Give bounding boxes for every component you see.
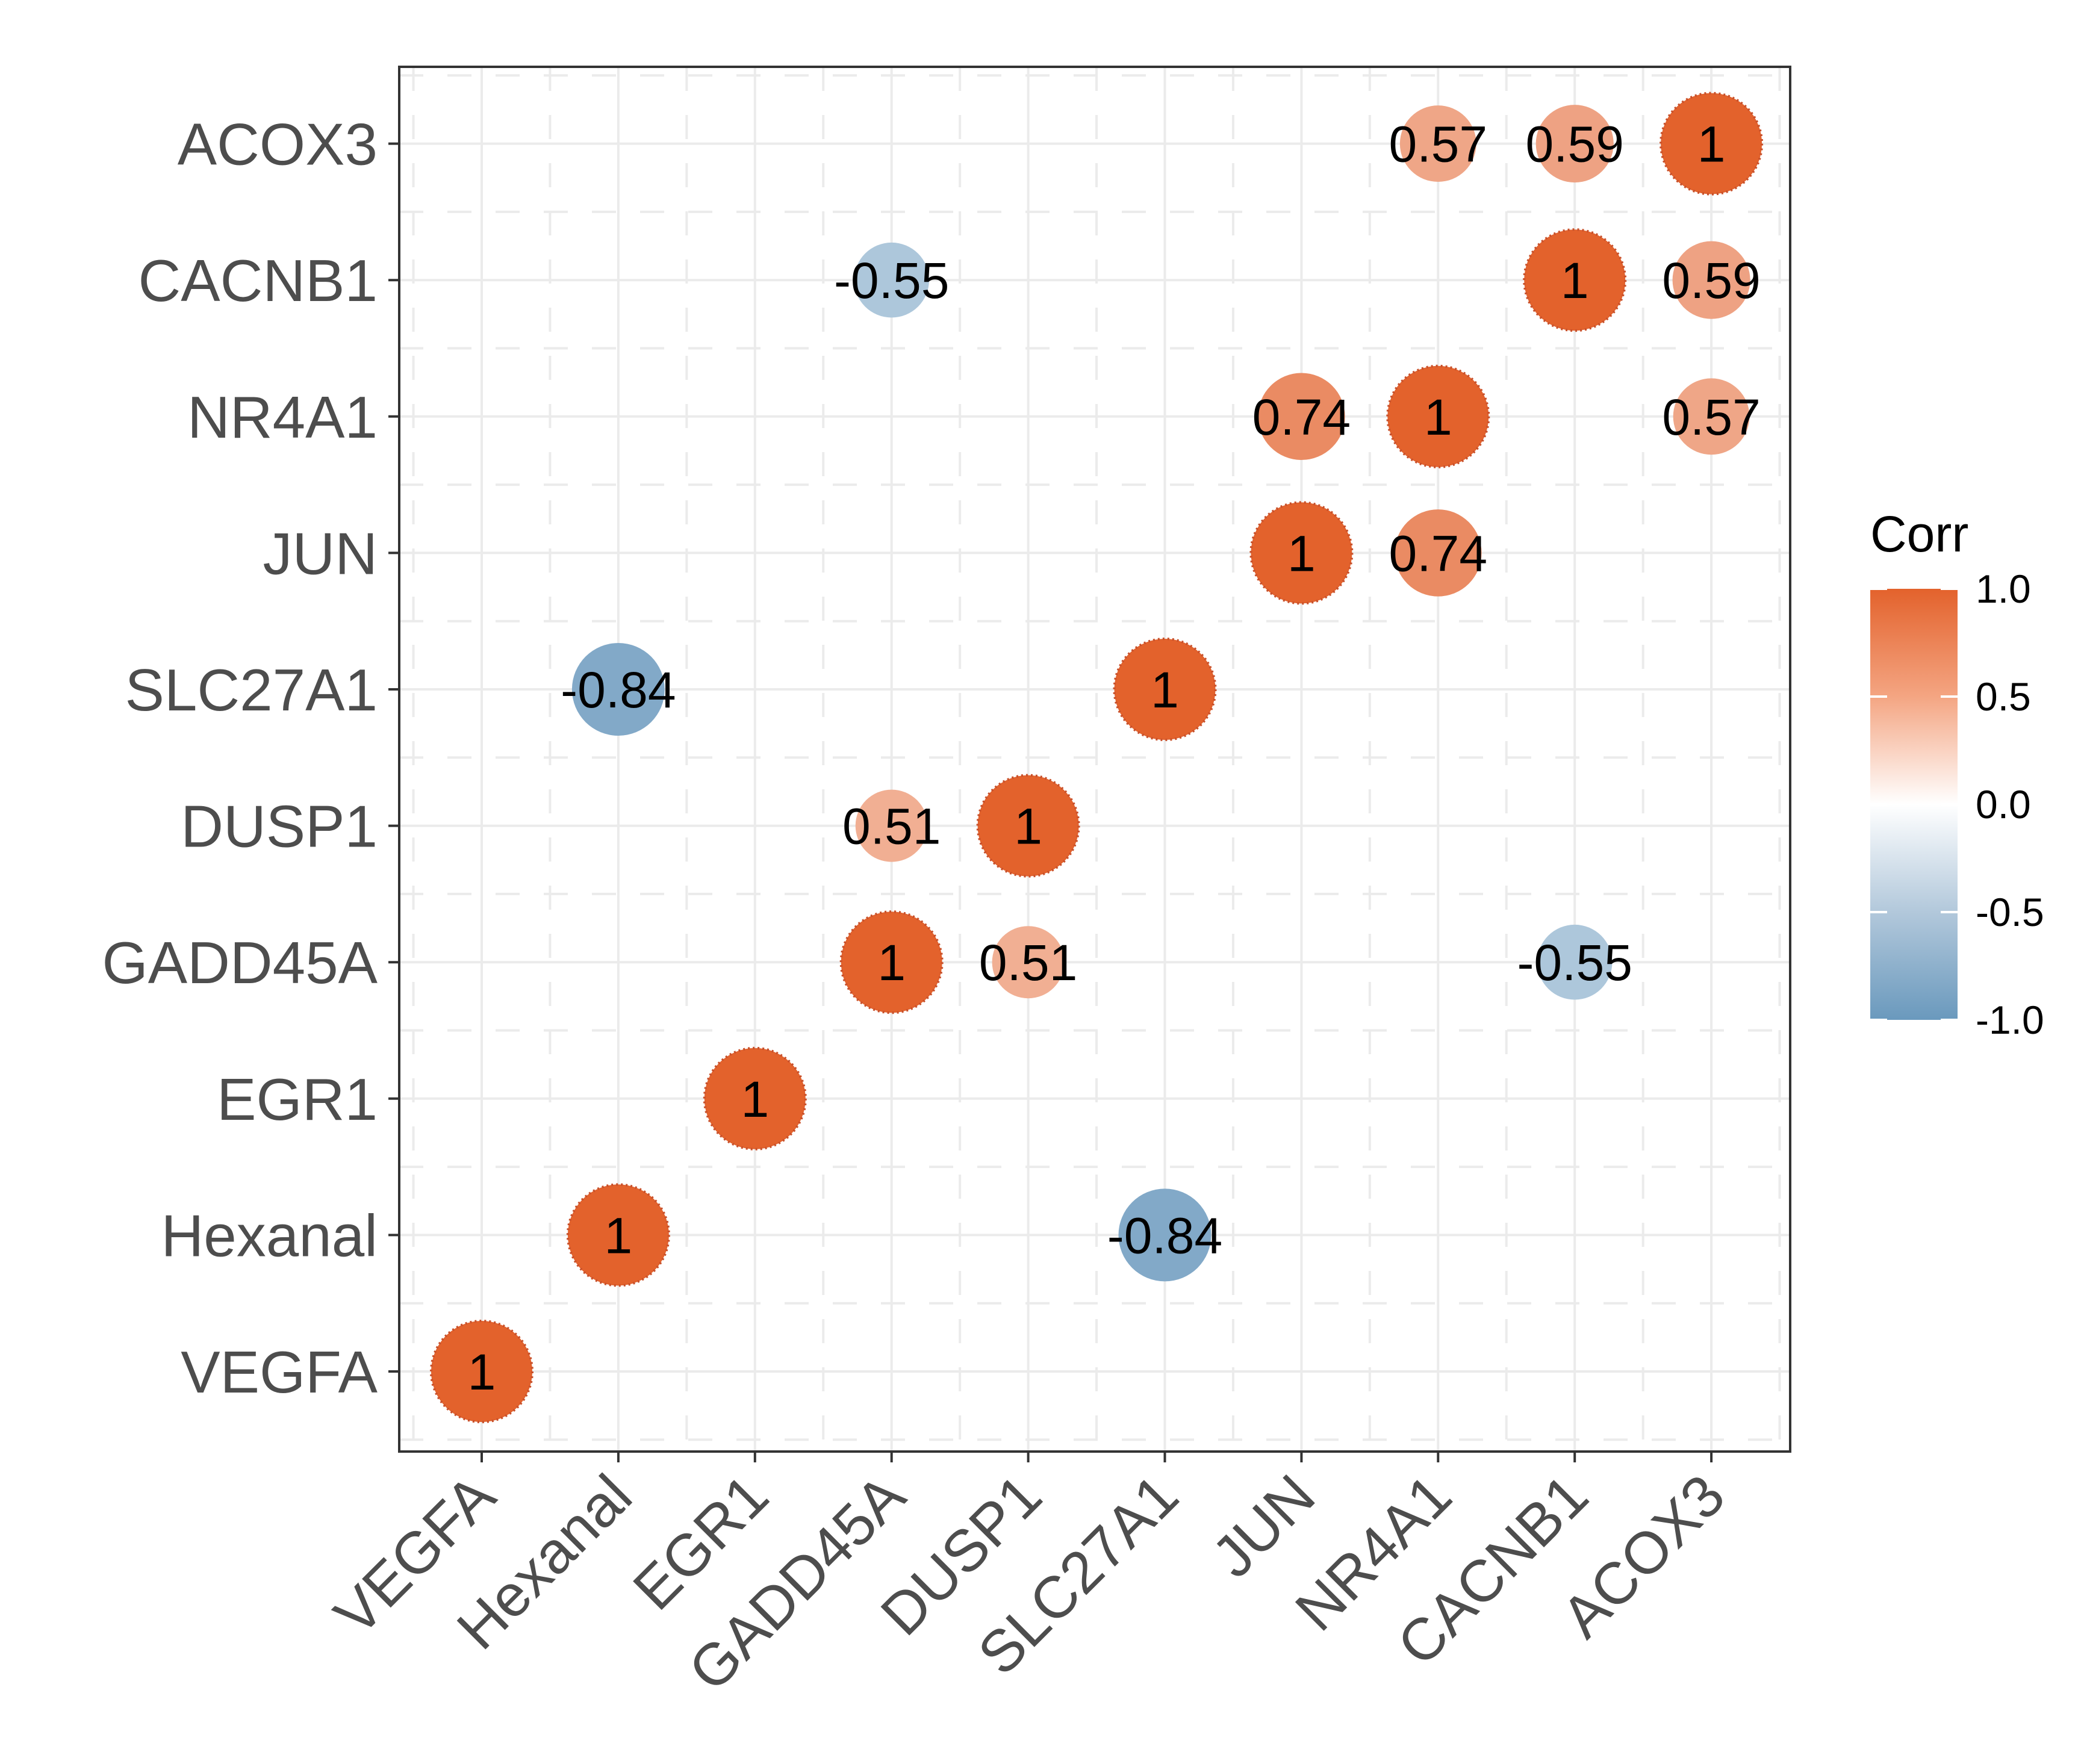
y-tick-label: VEGFA	[181, 1339, 378, 1405]
corr-point	[1673, 378, 1750, 455]
corr-value-label: 1	[741, 1071, 769, 1128]
corr-point	[1672, 241, 1750, 319]
corr-point	[1249, 501, 1354, 605]
corr-point	[430, 1320, 533, 1423]
corr-point	[992, 926, 1065, 999]
legend-ticks: 1.0 0.5 0.0 -0.5 -1.0	[1870, 567, 2044, 1042]
corr-value-label: 1	[1151, 662, 1179, 718]
legend-tick-label: 0.5	[1976, 674, 2031, 719]
y-tick-label: ACOX3	[178, 111, 378, 178]
y-tick-label: DUSP1	[181, 793, 378, 860]
y-tick-label: Hexanal	[161, 1202, 378, 1269]
panel-border	[398, 66, 1791, 1453]
y-tick-label: JUN	[263, 520, 378, 586]
color-legend: Corr 1.0 0.5 0.0 -0.5 -1.0	[1870, 506, 2044, 1042]
corr-point	[1113, 638, 1217, 741]
corr-value-label: -0.55	[1517, 934, 1632, 991]
legend-title: Corr	[1870, 506, 1968, 562]
corr-value-label: 0.51	[979, 934, 1078, 991]
corr-value-label: 1	[1561, 252, 1589, 309]
corr-value-label: 0.57	[1389, 116, 1488, 173]
corr-value-label: -0.55	[834, 252, 949, 309]
y-axis: VEGFA Hexanal EGR1 GADD45A DUSP1 SLC27A1 JUN NR…	[102, 111, 399, 1405]
corr-point	[571, 643, 665, 736]
legend-tick-label: -1.0	[1976, 998, 2044, 1042]
corr-value-label: 0.74	[1252, 389, 1351, 446]
corr-value-label: -0.84	[1107, 1207, 1222, 1264]
corr-point	[566, 1183, 670, 1287]
corr-value-label: 1	[1287, 525, 1316, 582]
corr-point	[1395, 509, 1482, 597]
corr-point	[1258, 373, 1345, 461]
corr-point	[854, 242, 929, 318]
corr-point	[1386, 364, 1490, 468]
legend-tick-label: 1.0	[1976, 567, 2031, 611]
legend-tick-label: -0.5	[1976, 890, 2044, 934]
corr-value-label: 1	[468, 1344, 496, 1400]
corr-value-label: 1	[1014, 798, 1042, 855]
legend-tick-label: 0.0	[1976, 782, 2031, 827]
y-tick-label: NR4A1	[187, 384, 378, 450]
corr-point	[1118, 1188, 1212, 1282]
corr-value-label: 0.59	[1662, 252, 1761, 309]
corr-value-label: 0.57	[1662, 389, 1761, 446]
corr-point	[976, 774, 1080, 878]
y-tick-label: GADD45A	[102, 930, 378, 996]
y-tick-label: EGR1	[217, 1066, 378, 1132]
corr-value-label: 0.74	[1389, 525, 1488, 582]
corr-point	[1523, 228, 1627, 332]
corr-value-label: 1	[1697, 116, 1726, 173]
corr-point	[839, 910, 944, 1014]
corr-value-label: 0.51	[842, 798, 941, 855]
corr-value-label: 1	[605, 1207, 633, 1264]
corr-point	[1660, 92, 1764, 196]
corr-point	[703, 1046, 807, 1151]
corr-value-label: 1	[1424, 389, 1452, 446]
corr-value-label: 0.59	[1525, 116, 1624, 173]
corr-point	[1399, 105, 1476, 182]
corr-value-label: 1	[877, 934, 906, 991]
correlation-points: 1 1 -0.84 1 1 0.51 -0.55 0.51 1 -0.84 1 1 0.74 0.74 1 0…	[430, 92, 1764, 1423]
corr-point	[1537, 924, 1613, 1000]
y-tick-label: SLC27A1	[125, 657, 378, 723]
corr-value-label: -0.84	[561, 662, 676, 718]
y-tick-label: CACNB1	[138, 247, 378, 314]
corr-point	[1535, 105, 1614, 183]
corr-point	[855, 789, 928, 862]
